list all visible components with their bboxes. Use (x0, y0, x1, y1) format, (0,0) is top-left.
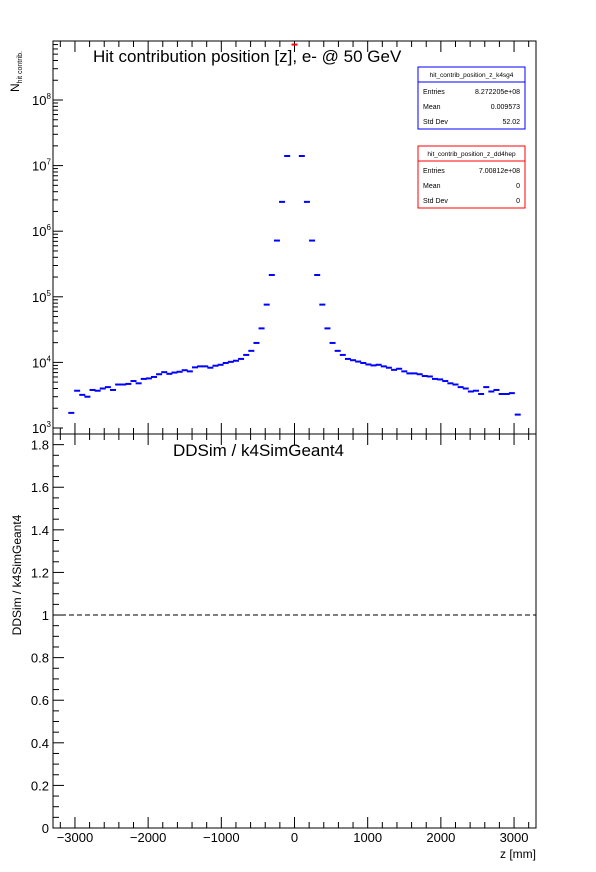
stats-label: Mean (423, 183, 441, 190)
bottom-y-tick-label: 1 (42, 608, 49, 623)
bottom-y-tick-label: 0.6 (31, 693, 49, 708)
bottom-x-axis: −3000 −2000 −1000 0 1000 2000 3000 (57, 434, 530, 845)
bottom-y-tick-label: 0.4 (31, 736, 49, 751)
top-x-axis-ticks (59, 41, 530, 434)
bottom-y-tick-label: 0 (42, 821, 49, 836)
bottom-y-tick-label: 1.2 (31, 565, 49, 580)
stats-value: 0 (516, 198, 520, 205)
stats-label: Mean (423, 104, 441, 111)
bottom-y-tick-label: 1.8 (31, 438, 49, 453)
top-y-tick-label: 105 (32, 289, 51, 305)
bottom-y-axis-label: DDSim / k4SimGeant4 (10, 514, 24, 635)
stats-value: 0.009573 (491, 104, 520, 111)
top-y-axis: 103 104 105 106 107 108 (32, 44, 63, 436)
stats-title: hit_contrib_position_z_k4sg4 (430, 72, 514, 79)
bottom-x-tick-label: 2000 (426, 830, 455, 845)
bottom-y-tick-label: 0.2 (31, 778, 49, 793)
bottom-chart-title: DDSim / k4SimGeant4 (173, 441, 344, 460)
stats-value: 7.00812e+08 (479, 168, 520, 175)
bottom-x-tick-label: −3000 (57, 830, 94, 845)
stats-boxes: hit_contrib_position_z_k4sg4 Entries 8.272… (417, 66, 526, 209)
stats-value: 8.272205e+08 (475, 89, 520, 96)
top-y-axis-label-sub: hit contrib. (17, 51, 24, 83)
stats-box (417, 66, 526, 130)
top-y-tick-label: 107 (32, 158, 51, 174)
stats-value: 0 (516, 183, 520, 190)
stats-label: Entries (423, 168, 445, 175)
bottom-plot-frame (52, 433, 537, 829)
bottom-x-tick-label: 3000 (500, 830, 529, 845)
stats-title: hit_contrib_position_z_dd4hep (427, 151, 516, 158)
top-y-tick-label: 106 (32, 223, 51, 239)
bottom-y-tick-label: 1.4 (31, 523, 49, 538)
bottom-x-tick-label: 0 (291, 830, 298, 845)
stats-box (417, 145, 526, 209)
bottom-y-axis: 0 0.2 0.4 0.6 0.8 1 1.2 1.4 1.6 1.8 (31, 438, 64, 836)
stats-label: Entries (423, 89, 445, 96)
bottom-y-tick-label: 0.8 (31, 651, 49, 666)
bottom-x-tick-label: 1000 (353, 830, 382, 845)
top-chart-title: Hit contribution position [z], e- @ 50 G… (93, 47, 402, 66)
top-y-axis-label: Nhit contrib. (8, 51, 24, 92)
top-series-layer (68, 43, 521, 416)
stats-label: Std Dev (423, 198, 448, 205)
top-y-tick-label: 103 (32, 420, 51, 436)
bottom-x-tick-label: −2000 (130, 830, 167, 845)
bottom-x-tick-label: −1000 (203, 830, 240, 845)
bottom-x-axis-label: z [mm] (500, 847, 536, 861)
top-y-tick-label: 108 (32, 92, 51, 108)
top-y-tick-label: 104 (32, 354, 51, 370)
bottom-y-tick-label: 1.6 (31, 480, 49, 495)
stats-label: Std Dev (423, 119, 448, 126)
stats-value: 52.02 (502, 119, 520, 126)
